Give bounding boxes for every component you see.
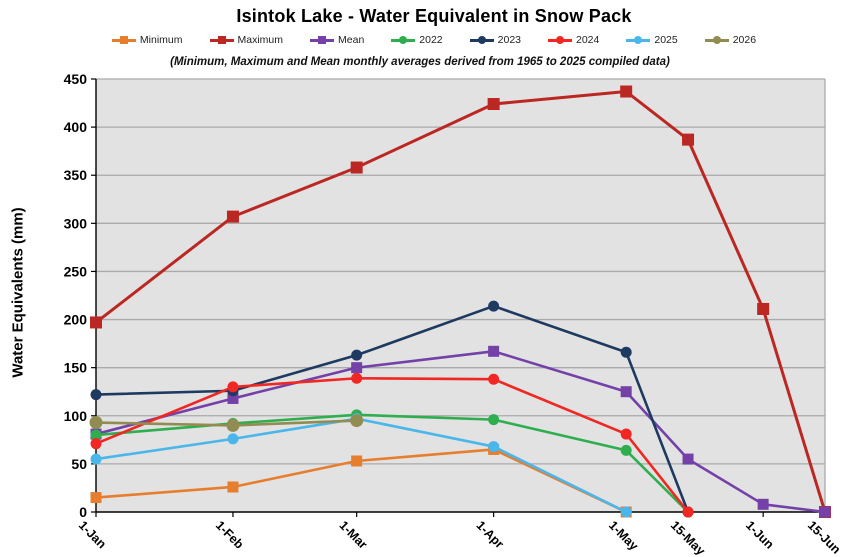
series-marker-2024 [488,373,500,385]
legend-label: 2023 [497,34,521,46]
series-marker-2026 [89,416,103,430]
plot-area [96,79,825,512]
series-marker-2023 [351,349,363,361]
series-marker-2026 [226,418,240,432]
y-tick-label: 200 [64,312,88,328]
series-marker-2022 [90,429,102,441]
series-marker-2024 [682,506,694,518]
series-marker-2024 [620,428,632,440]
x-tick-label: 1-Mar [337,518,371,552]
series-marker-2023 [620,346,632,358]
x-tick-label: 1-May [606,518,641,553]
x-tick-label: 15-Jun [805,518,843,556]
series-marker-mean [682,453,694,465]
series-line-2024 [94,376,690,514]
series-marker-2025 [620,506,632,518]
y-tick-label: 50 [71,456,87,472]
legend-label: 2022 [419,34,443,46]
legend-item-2025: 2025 [626,34,678,46]
series-marker-mean [757,498,769,510]
series-marker-2023 [90,389,102,401]
y-tick-label: 150 [64,360,88,376]
x-tick-label: 1-Feb [213,518,247,552]
legend-marker [556,36,564,44]
y-tick-label: 450 [64,71,88,87]
legend-item-2022: 2022 [391,34,443,46]
legend-item-minimum: Minimum [111,34,183,46]
series-marker-2025 [90,453,102,465]
x-tick-label: 15-May [668,518,708,557]
y-tick-label: 100 [64,408,88,424]
chart-title: Isintok Lake - Water Equivalent in Snow … [236,6,632,26]
legend-item-maximum: Maximum [209,34,284,46]
legend-marker [399,36,408,44]
legend-circle-marker-icon [626,36,651,45]
series-marker-2024 [351,372,363,384]
legend-item-2026: 2026 [704,34,757,46]
series-marker-maximum [682,133,695,146]
legend-circle-marker-icon [469,36,494,45]
legend-marker [634,36,643,44]
legend-label: 2025 [654,34,678,46]
legend-label: 2024 [576,34,600,46]
series-marker-mean [620,386,632,398]
chart-legend: Minimum Maximum Mean 2022 2023 2024 2025 2026 [0,31,868,49]
chart-subtitle: (Minimum, Maximum and Mean monthly avera… [170,56,670,68]
legend-label: 2026 [732,34,757,46]
legend-item-2024: 2024 [548,34,599,46]
series-marker-minimum [90,492,102,504]
series-marker-mean [488,345,500,357]
series-marker-mean [227,392,239,404]
legend-marker [318,36,327,44]
series-marker-mean [351,362,363,374]
legend-square-marker-icon [310,36,335,45]
legend-circle-marker-icon [704,36,729,45]
series-line-2023 [94,304,690,514]
legend-square-marker-icon [111,36,136,45]
series-marker-2025 [227,433,239,445]
y-tick-label: 250 [64,263,88,279]
legend-circle-marker-icon [391,36,416,45]
y-tick-label: 400 [64,119,88,135]
series-marker-maximum [620,85,633,98]
legend-item-2023: 2023 [469,34,521,46]
legend-label: Mean [338,34,365,46]
y-tick-label: 0 [79,504,87,520]
x-tick-label: 1-Jan [76,518,109,551]
series-marker-2024 [227,381,239,393]
series-marker-maximum [90,316,102,329]
x-tick-label: 1-Jun [743,518,776,551]
legend-marker [119,36,128,44]
series-marker-maximum [226,210,239,223]
series-marker-maximum [757,302,770,315]
legend-label: Maximum [237,34,284,46]
y-tick-label: 350 [64,167,88,183]
series-marker-mean [819,506,831,518]
y-tick-label: 300 [64,215,88,231]
legend-label: Minimum [139,34,183,46]
y-axis-title: Water Equivalents (mm) [9,207,27,378]
series-marker-maximum [487,98,500,111]
series-marker-2023 [488,300,500,312]
series-marker-minimum [227,481,239,493]
legend-marker [712,36,721,44]
series-marker-minimum [351,455,363,467]
series-line-maximum [94,90,827,514]
series-marker-2026 [350,414,364,428]
series-marker-2024 [90,438,102,450]
series-marker-2022 [620,444,632,456]
legend-item-mean: Mean [310,34,364,46]
series-marker-2025 [488,441,500,453]
legend-circle-marker-icon [548,36,572,45]
x-tick-label: 1-Apr [474,518,507,551]
legend-square-marker-icon [209,36,234,45]
legend-marker [477,36,486,44]
legend-marker [217,36,226,44]
series-line-mean [94,350,827,514]
series-marker-2022 [488,414,500,426]
series-marker-maximum [350,161,363,174]
